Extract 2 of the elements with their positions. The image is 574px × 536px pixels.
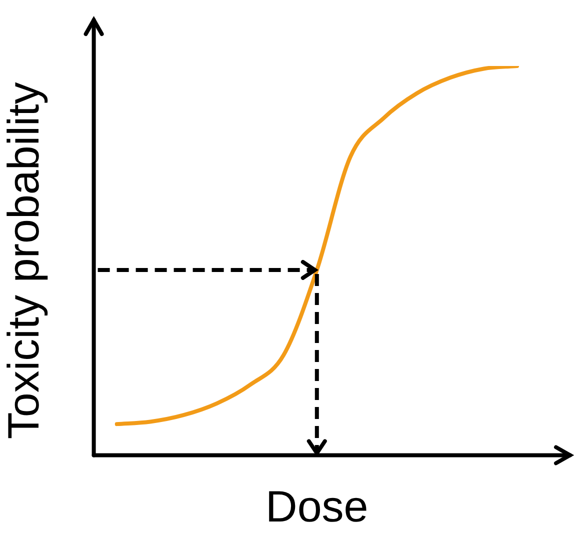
y-axis-title: Toxicity probability	[0, 82, 49, 440]
x-axis-title: Dose	[266, 482, 368, 532]
